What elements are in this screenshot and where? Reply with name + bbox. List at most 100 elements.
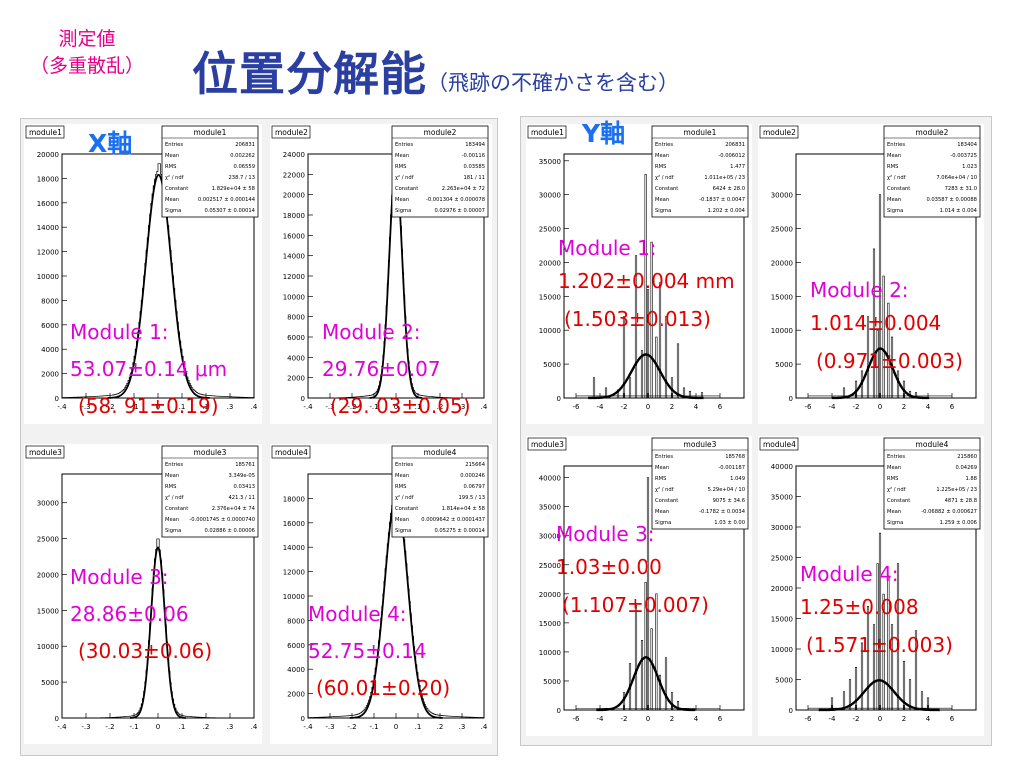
- stats-box-title: module4: [916, 440, 949, 449]
- module-tab: [25, 445, 65, 459]
- histogram-bin: [878, 194, 882, 399]
- y-tick-label: 15000: [37, 607, 59, 615]
- x-tick-label: -.2: [347, 723, 356, 731]
- y-tick-label: 4000: [287, 666, 305, 674]
- stats-box: [883, 437, 981, 530]
- histogram-bin: [664, 657, 668, 711]
- stats-value: -0.00116: [462, 153, 485, 159]
- stats-key: Constant: [655, 186, 678, 192]
- stats-box: [651, 437, 749, 530]
- histogram-x-module4: module4 0 2000 4000 6000 8000 10000 12000 14000 1…: [270, 444, 492, 744]
- y-tick-label: 0: [55, 715, 59, 723]
- stats-box-title: module2: [916, 128, 949, 137]
- stats-value: 206831: [725, 142, 745, 148]
- x-tick-label: 6: [950, 403, 955, 411]
- x-tick-label: -4: [597, 403, 605, 411]
- module-tab-label: module2: [275, 128, 308, 137]
- gaussian-fit: [588, 353, 704, 400]
- stats-key: χ² / ndf: [395, 175, 414, 181]
- x-tick-label: -.4: [57, 723, 67, 731]
- x-axis-label: X軸: [88, 129, 133, 158]
- x-tick-label: -.3: [325, 723, 334, 731]
- stats-key: χ² / ndf: [165, 495, 184, 501]
- module-tab: [759, 437, 799, 451]
- stats-key: Constant: [655, 498, 678, 504]
- module-tab-label: module1: [29, 128, 62, 137]
- stats-key: RMS: [395, 164, 406, 170]
- x-tick-label: 0: [156, 723, 160, 731]
- x-tick-label: .4: [251, 403, 258, 411]
- y-tick-label: 25000: [539, 226, 561, 234]
- stats-key: RMS: [655, 476, 666, 482]
- stats-value: 0.06559: [234, 164, 255, 170]
- x-tick-label: .3: [227, 403, 234, 411]
- module-tab-label: module4: [763, 440, 796, 449]
- stats-value: 1.202 ± 0.004: [708, 208, 746, 214]
- y-tick-label: 5000: [543, 678, 561, 686]
- histogram-bin: [872, 624, 876, 711]
- annotation-y-module2: Module 2: 1.014±0.004 (0.971±0.003): [810, 276, 963, 380]
- histogram-bin: [634, 605, 638, 711]
- histogram-bin: [896, 563, 900, 711]
- stats-key: Mean: [887, 153, 901, 159]
- stats-value: 1.829e+04 ± 58: [212, 186, 255, 192]
- histogram-bin: [628, 377, 632, 399]
- module-label: Module 4:: [308, 602, 407, 626]
- stats-box-title: module1: [194, 128, 227, 137]
- stats-key: Constant: [165, 186, 188, 192]
- stats-key: Sigma: [655, 520, 671, 526]
- measurement-note: 測定値 （多重散乱）: [12, 26, 162, 80]
- y-tick-label: 10000: [771, 646, 793, 654]
- y-tick-label: 18000: [283, 495, 305, 503]
- y-tick-label: 5000: [543, 361, 561, 369]
- stats-box-title: module4: [424, 448, 457, 457]
- stats-box: [651, 125, 749, 218]
- x-tick-label: -.3: [81, 403, 90, 411]
- stats-key: Entries: [655, 454, 673, 460]
- y-tick-label: 0: [301, 715, 305, 723]
- stats-key: χ² / ndf: [655, 487, 674, 493]
- module-tab-label: module4: [275, 448, 308, 457]
- stats-value: 1.049: [730, 476, 745, 482]
- x-tick-label: .2: [437, 723, 444, 731]
- gaussian-fit: [818, 679, 940, 712]
- gaussian-fit: [130, 546, 186, 719]
- stats-value: 421.3 / 11: [229, 495, 256, 501]
- y-tick-label: 10000: [37, 643, 59, 651]
- histogram-steps: [62, 163, 254, 398]
- stats-key: χ² / ndf: [887, 175, 906, 181]
- x-tick-label: .3: [459, 723, 466, 731]
- stats-key: χ² / ndf: [395, 495, 414, 501]
- histogram-bin: [890, 624, 894, 711]
- module-tab: [527, 437, 567, 451]
- stats-key: Entries: [655, 142, 673, 148]
- stats-value: 199.5 / 13: [459, 495, 486, 501]
- y-tick-label: 4000: [41, 346, 59, 354]
- histogram-y-module2: module2 0 5000 10000 15000 20000 25000 30000 -6 -…: [758, 124, 984, 424]
- x-tick-label: .2: [203, 723, 210, 731]
- y-tick-label: 6000: [287, 642, 305, 650]
- stats-key: Sigma: [887, 520, 903, 526]
- stats-box-title: module1: [684, 128, 717, 137]
- y-tick-label: 8000: [41, 297, 59, 305]
- stats-value: 1.225e+05 / 23: [936, 487, 977, 493]
- stats-key: Mean: [165, 473, 179, 479]
- stats-value: 0.02886 ± 0.00006: [204, 528, 255, 534]
- histogram-bin: [866, 316, 870, 399]
- x-tick-label: .2: [203, 403, 210, 411]
- x-tick-label: -6: [573, 403, 581, 411]
- corner-line-1: 測定値: [58, 28, 116, 50]
- stats-value: 2.376e+04 ± 74: [212, 506, 256, 512]
- stats-value: 7283 ± 31.0: [945, 186, 977, 192]
- stats-value: 1.03 ± 0.00: [714, 520, 745, 526]
- title-main: 位置分解能: [192, 47, 427, 101]
- stats-key: Mean: [655, 153, 669, 159]
- y-tick-label: 5000: [775, 361, 793, 369]
- module-label: Module 1:: [70, 320, 169, 344]
- reference-value: (58. 91±0.19): [78, 394, 219, 418]
- x-tick-label: -.1: [369, 723, 378, 731]
- y-tick-label: 18000: [37, 175, 59, 183]
- histogram-bin: [650, 628, 653, 711]
- stats-key: Entries: [887, 454, 905, 460]
- histogram-bin: [848, 679, 852, 711]
